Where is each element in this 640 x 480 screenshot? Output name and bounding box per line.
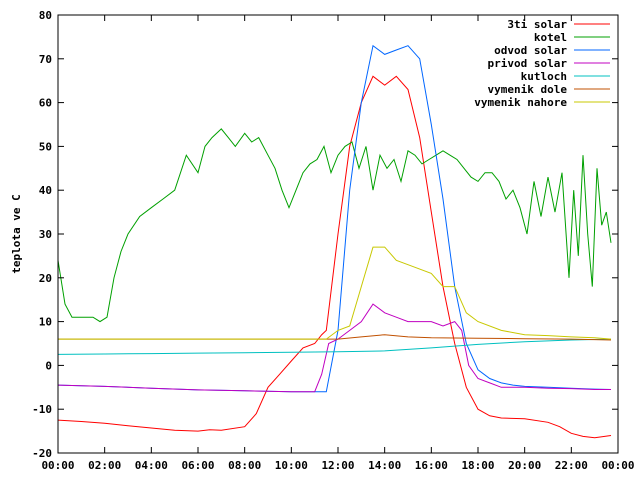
y-tick-label: 50 <box>39 140 52 153</box>
series-line-1 <box>57 128 612 323</box>
series-line-3 <box>57 303 611 393</box>
y-axis-label: teplota ve C <box>10 194 23 273</box>
x-tick-label: 10:00 <box>275 459 308 472</box>
y-tick-label: 70 <box>39 53 52 66</box>
series-line-4 <box>57 338 612 355</box>
y-tick-label: 10 <box>39 316 52 329</box>
x-tick-label: 16:00 <box>415 459 448 472</box>
legend-label: privod solar <box>488 57 568 70</box>
legend-label: kotel <box>534 31 567 44</box>
y-tick-label: 20 <box>39 272 52 285</box>
y-tick-label: 40 <box>39 184 52 197</box>
x-tick-label: 20:00 <box>508 459 541 472</box>
y-tick-label: -20 <box>32 447 52 460</box>
y-tick-label: 60 <box>39 97 52 110</box>
y-tick-label: 30 <box>39 228 52 241</box>
legend-label: 3ti solar <box>507 18 567 31</box>
legend-label: vymenik nahore <box>474 96 567 109</box>
x-tick-label: 18:00 <box>461 459 494 472</box>
axis-ticks: -20 -10 0 10 20 30 40 50 60 70 80 00:00 02:00 04:00 06… <box>32 9 634 472</box>
x-tick-label: 00:00 <box>601 459 634 472</box>
y-tick-label: 0 <box>45 359 52 372</box>
x-tick-label: 02:00 <box>88 459 121 472</box>
legend-label: vymenik dole <box>488 83 568 96</box>
legend-label: odvod solar <box>494 44 567 57</box>
series-line-0 <box>57 75 612 439</box>
y-tick-label: -10 <box>32 403 52 416</box>
x-tick-label: 12:00 <box>321 459 354 472</box>
x-tick-label: 14:00 <box>368 459 401 472</box>
legend-label: kutloch <box>521 70 567 83</box>
x-tick-label: 00:00 <box>41 459 74 472</box>
series-lines <box>57 44 612 439</box>
y-tick-label: 80 <box>39 9 52 22</box>
x-tick-label: 06:00 <box>181 459 214 472</box>
x-tick-label: 04:00 <box>135 459 168 472</box>
series-line-6 <box>58 246 612 340</box>
x-tick-label: 22:00 <box>555 459 588 472</box>
x-tick-label: 08:00 <box>228 459 261 472</box>
